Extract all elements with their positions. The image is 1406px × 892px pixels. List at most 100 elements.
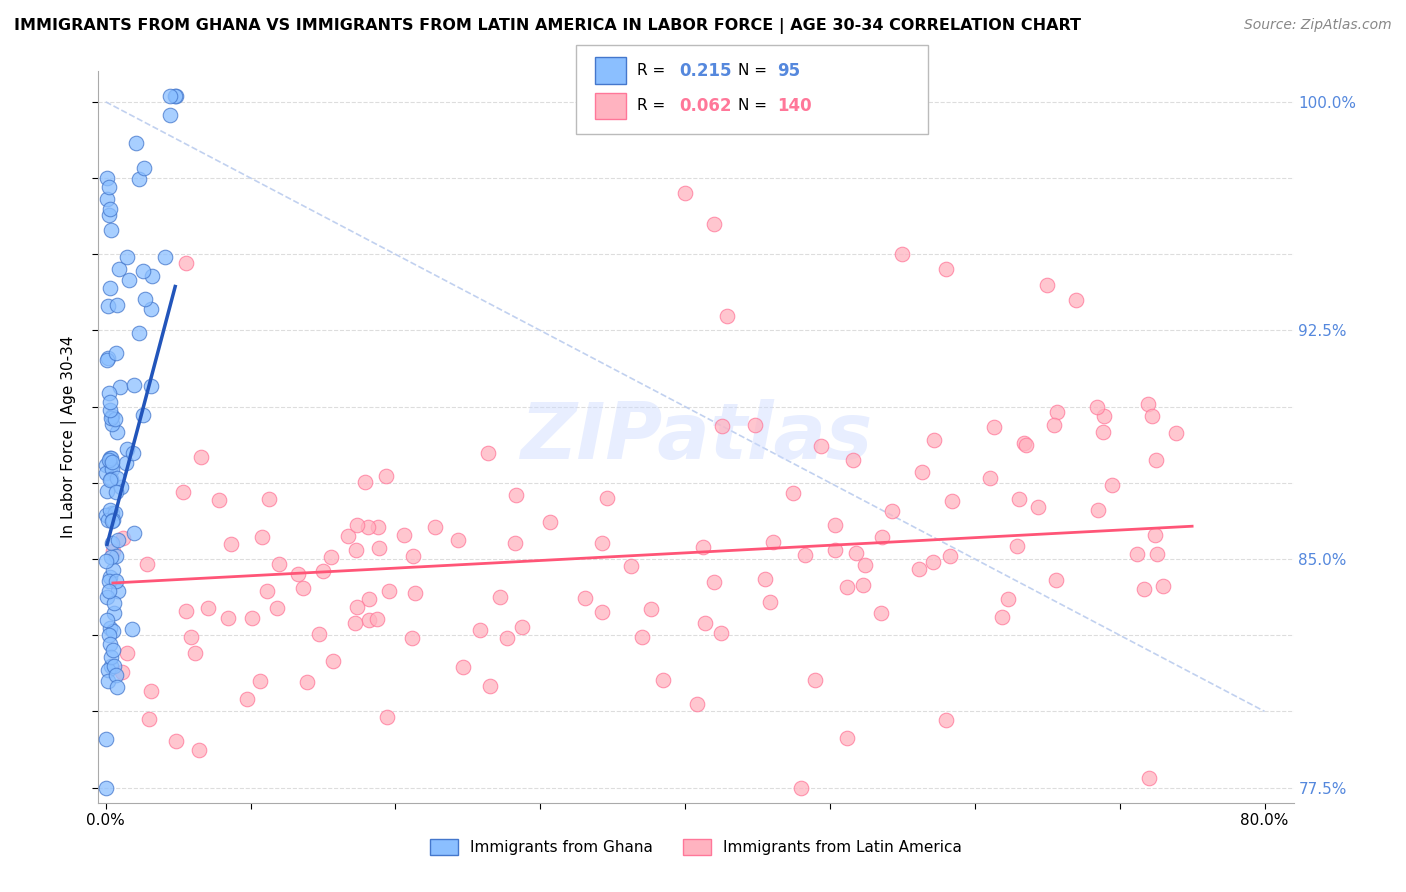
Immigrants from Ghana xyxy=(97,628,120,642)
Immigrants from Latin America xyxy=(591,605,613,619)
Immigrants from Ghana xyxy=(122,378,145,392)
Immigrants from Latin America xyxy=(790,780,813,795)
Immigrants from Latin America xyxy=(591,536,613,550)
Immigrants from Latin America xyxy=(692,541,714,555)
Immigrants from Latin America xyxy=(891,247,914,261)
Immigrants from Ghana xyxy=(107,584,129,599)
Immigrants from Latin America xyxy=(835,731,858,745)
Immigrants from Latin America xyxy=(824,542,846,557)
Immigrants from Latin America xyxy=(853,558,876,572)
Immigrants from Latin America xyxy=(111,665,134,679)
Immigrants from Latin America xyxy=(911,465,934,479)
Immigrants from Latin America xyxy=(357,520,380,534)
Immigrants from Ghana xyxy=(134,292,156,306)
Text: 140: 140 xyxy=(778,97,813,115)
Immigrants from Ghana xyxy=(132,408,155,422)
Immigrants from Latin America xyxy=(495,632,517,646)
Immigrants from Latin America xyxy=(922,433,945,447)
Immigrants from Latin America xyxy=(835,581,858,595)
Immigrants from Latin America xyxy=(935,262,957,277)
Immigrants from Latin America xyxy=(538,515,561,529)
Immigrants from Ghana xyxy=(97,663,120,677)
Immigrants from Ghana xyxy=(97,351,120,365)
Immigrants from Latin America xyxy=(343,615,366,630)
Immigrants from Latin America xyxy=(319,550,342,565)
Immigrants from Latin America xyxy=(354,475,377,490)
Immigrants from Ghana xyxy=(165,88,187,103)
Immigrants from Latin America xyxy=(870,530,893,544)
Immigrants from Ghana xyxy=(131,264,153,278)
Immigrants from Latin America xyxy=(1008,491,1031,506)
Immigrants from Latin America xyxy=(810,439,832,453)
Immigrants from Latin America xyxy=(346,518,368,533)
Immigrants from Ghana xyxy=(104,411,127,425)
Immigrants from Ghana xyxy=(101,513,124,527)
Immigrants from Latin America xyxy=(922,555,945,569)
Immigrants from Latin America xyxy=(941,494,963,508)
Immigrants from Latin America xyxy=(401,632,423,646)
Immigrants from Latin America xyxy=(744,417,766,432)
Immigrants from Ghana xyxy=(100,451,122,466)
Immigrants from Latin America xyxy=(346,600,368,615)
Immigrants from Latin America xyxy=(267,557,290,571)
Immigrants from Ghana xyxy=(121,622,143,636)
Immigrants from Latin America xyxy=(468,623,491,637)
Immigrants from Latin America xyxy=(374,468,396,483)
Immigrants from Ghana xyxy=(100,659,122,673)
Immigrants from Ghana xyxy=(98,503,121,517)
Immigrants from Latin America xyxy=(510,620,533,634)
Immigrants from Latin America xyxy=(322,654,344,668)
Immigrants from Latin America xyxy=(1046,405,1069,419)
Immigrants from Latin America xyxy=(401,549,423,563)
Immigrants from Latin America xyxy=(139,684,162,698)
Immigrants from Ghana xyxy=(121,446,143,460)
Immigrants from Ghana xyxy=(159,108,181,122)
Immigrants from Latin America xyxy=(250,530,273,544)
Immigrants from Latin America xyxy=(1064,293,1087,307)
Immigrants from Latin America xyxy=(842,453,865,467)
Immigrants from Latin America xyxy=(208,492,231,507)
Immigrants from Latin America xyxy=(378,583,401,598)
Immigrants from Latin America xyxy=(716,310,738,324)
Legend: Immigrants from Ghana, Immigrants from Latin America: Immigrants from Ghana, Immigrants from L… xyxy=(425,833,967,861)
Immigrants from Ghana xyxy=(132,161,155,175)
Immigrants from Ghana xyxy=(98,453,121,467)
Immigrants from Latin America xyxy=(187,742,209,756)
Immigrants from Latin America xyxy=(101,544,124,558)
Immigrants from Ghana xyxy=(100,506,122,520)
Immigrants from Ghana xyxy=(96,780,118,795)
Immigrants from Latin America xyxy=(392,528,415,542)
Immigrants from Latin America xyxy=(297,675,319,690)
Immigrants from Ghana xyxy=(107,471,129,485)
Immigrants from Ghana xyxy=(97,674,120,689)
Immigrants from Latin America xyxy=(754,572,776,586)
Immigrants from Ghana xyxy=(103,606,125,620)
Immigrants from Latin America xyxy=(1144,452,1167,467)
Immigrants from Latin America xyxy=(1142,409,1164,423)
Immigrants from Ghana xyxy=(108,380,131,394)
Immigrants from Latin America xyxy=(256,583,278,598)
Immigrants from Ghana xyxy=(105,425,128,439)
Immigrants from Latin America xyxy=(1144,527,1167,541)
Immigrants from Latin America xyxy=(249,673,271,688)
Immigrants from Latin America xyxy=(620,558,643,573)
Immigrants from Ghana xyxy=(96,483,118,498)
Immigrants from Latin America xyxy=(762,534,785,549)
Immigrants from Ghana xyxy=(115,456,138,470)
Immigrants from Latin America xyxy=(1137,772,1160,786)
Immigrants from Ghana xyxy=(96,508,118,522)
Immigrants from Ghana xyxy=(101,643,124,657)
Immigrants from Ghana xyxy=(97,208,120,222)
Immigrants from Ghana xyxy=(103,658,125,673)
Immigrants from Latin America xyxy=(1152,579,1174,593)
Immigrants from Latin America xyxy=(219,537,242,551)
Immigrants from Ghana xyxy=(98,451,121,466)
Immigrants from Latin America xyxy=(136,557,159,571)
Immigrants from Ghana xyxy=(105,680,128,694)
Immigrants from Ghana xyxy=(98,569,121,583)
Immigrants from Latin America xyxy=(693,615,716,630)
Immigrants from Ghana xyxy=(97,513,120,527)
Immigrants from Latin America xyxy=(651,673,673,687)
Text: 95: 95 xyxy=(778,62,800,79)
Immigrants from Latin America xyxy=(882,504,904,518)
